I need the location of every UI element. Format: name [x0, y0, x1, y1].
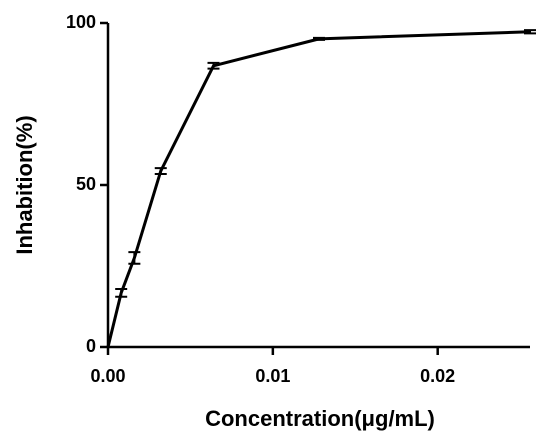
- error-bar: [154, 167, 167, 175]
- x-tick-label: 0.02: [420, 366, 455, 386]
- x-tick-label: 0.00: [90, 366, 125, 386]
- y-axis-label: Inhabition(%): [12, 115, 37, 254]
- error-bar: [524, 29, 536, 35]
- error-bar: [207, 61, 220, 70]
- error-bar: [128, 251, 141, 265]
- x-tick-label: 0.01: [255, 366, 290, 386]
- y-tick-label: 100: [66, 12, 96, 32]
- data-line: [106, 30, 531, 348]
- error-bar: [115, 288, 128, 298]
- y-tick-label: 0: [86, 336, 96, 356]
- x-axis-label: Concentration(μg/mL): [205, 406, 435, 431]
- error-bar: [313, 36, 325, 41]
- y-tick-label: 50: [76, 174, 96, 194]
